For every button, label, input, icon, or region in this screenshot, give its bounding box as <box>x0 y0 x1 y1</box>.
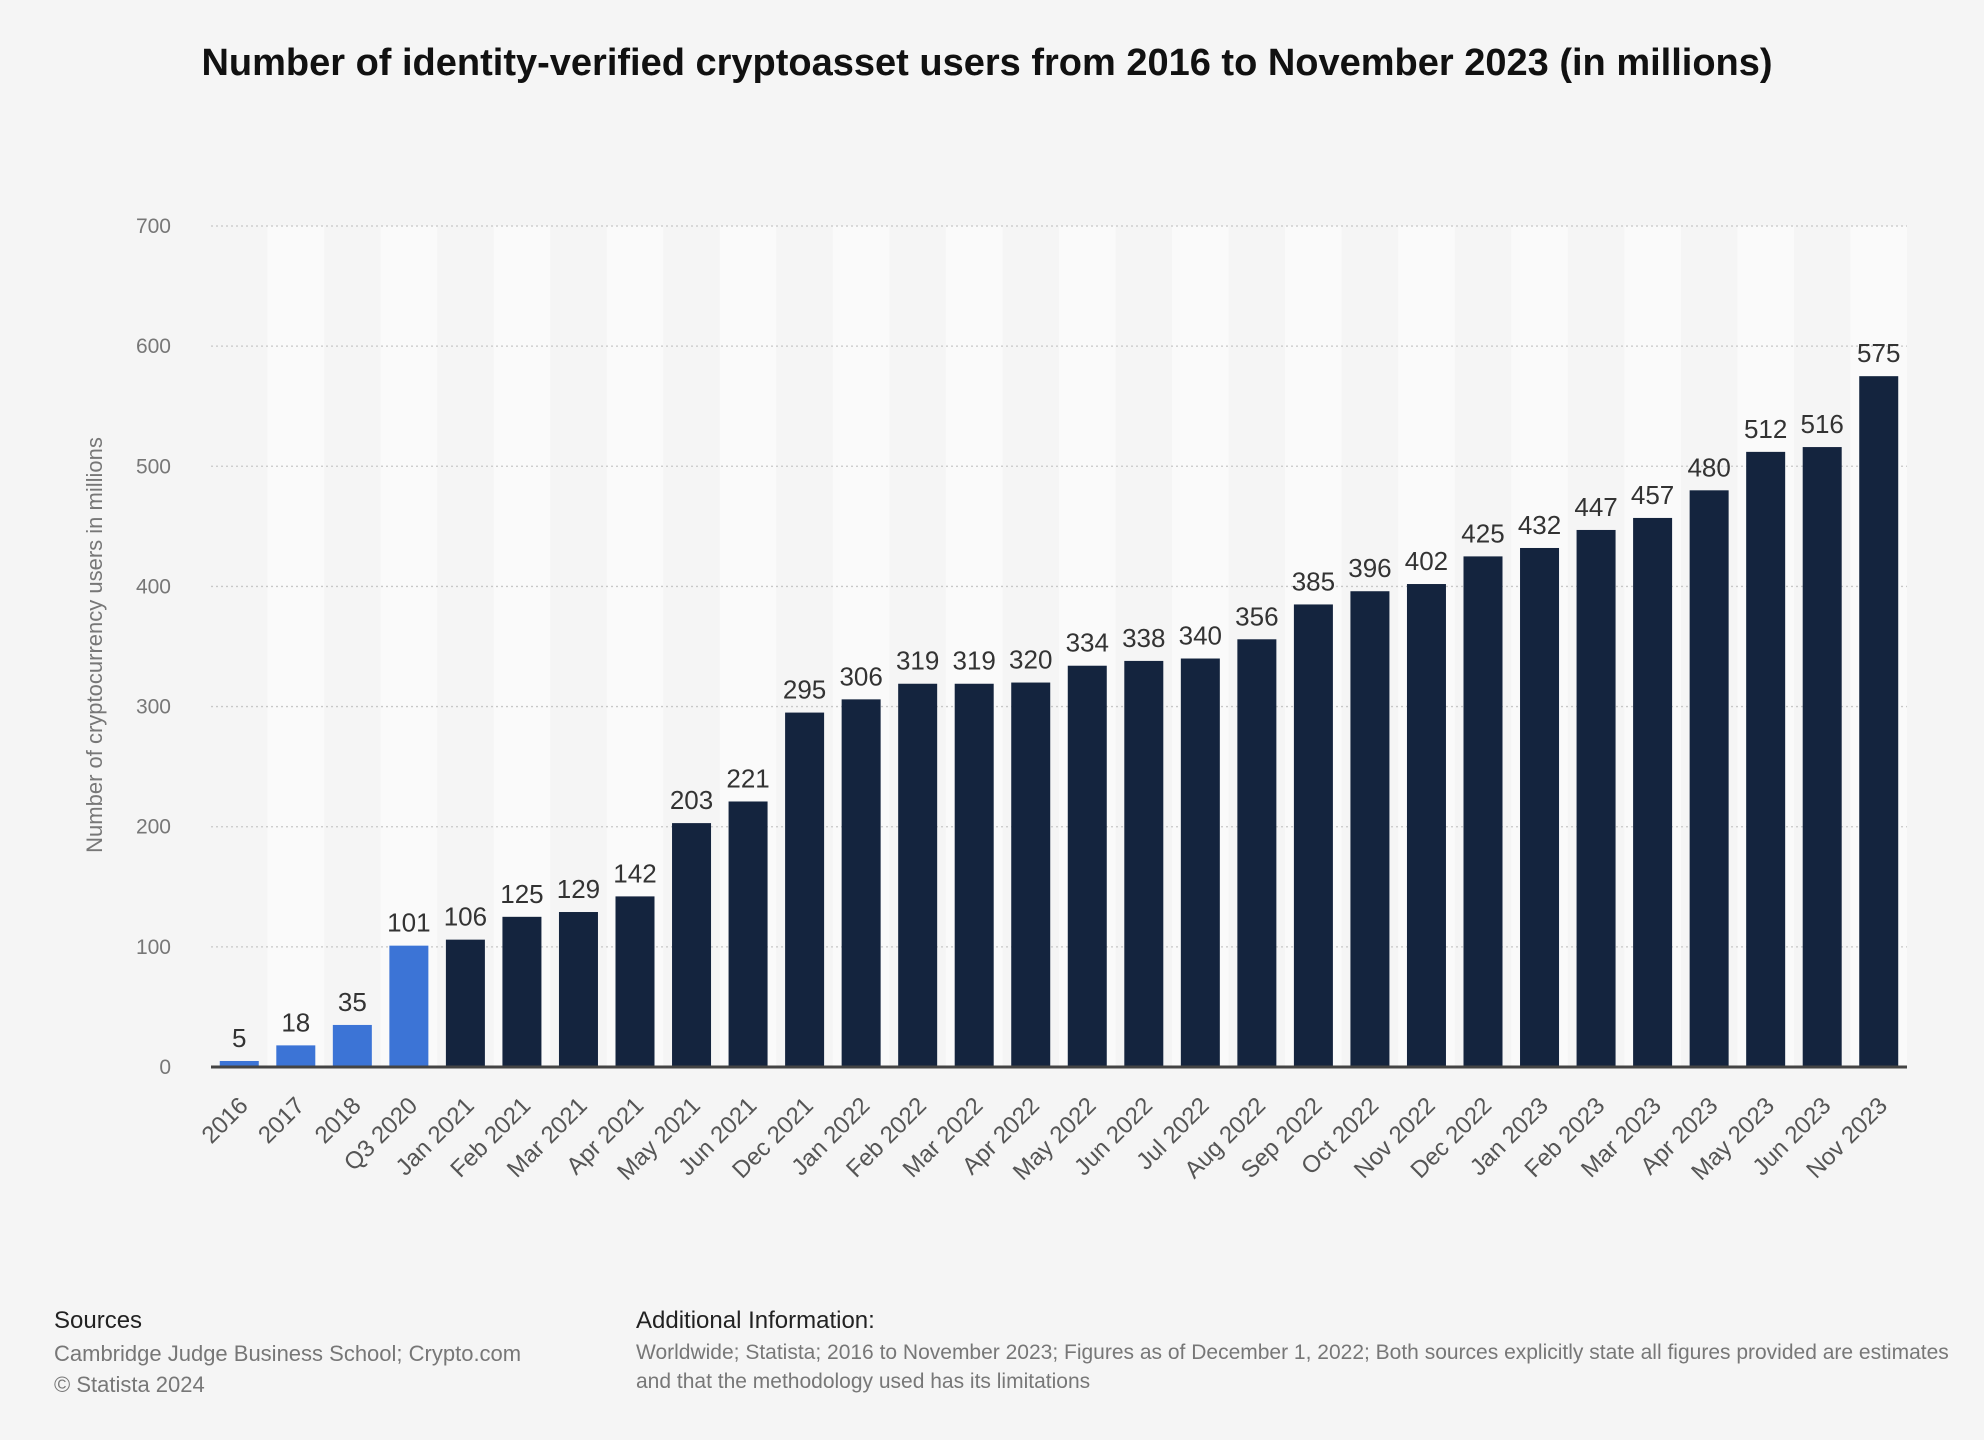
data-label: 356 <box>1235 601 1278 631</box>
data-label: 334 <box>1066 628 1109 658</box>
data-label: 480 <box>1687 452 1730 482</box>
bar <box>1406 584 1446 1067</box>
bar <box>728 801 768 1067</box>
bar <box>1746 451 1786 1068</box>
data-label: 125 <box>500 879 543 909</box>
data-label: 5 <box>232 1023 246 1053</box>
bar <box>502 916 542 1067</box>
bar <box>615 896 655 1067</box>
column-band <box>380 226 438 1067</box>
data-label: 18 <box>281 1007 310 1037</box>
y-tick-label: 600 <box>136 335 171 358</box>
data-label: 101 <box>387 908 430 938</box>
y-tick-label: 100 <box>136 936 171 959</box>
sources-line: Cambridge Judge Business School; Crypto.… <box>54 1341 522 1366</box>
data-label: 129 <box>557 874 600 904</box>
info-heading: Additional Information: <box>636 1307 875 1334</box>
data-label: 295 <box>783 675 826 705</box>
x-tick-label: 2017 <box>253 1092 310 1149</box>
bar <box>1859 376 1899 1067</box>
bar <box>1350 591 1390 1067</box>
bar <box>954 683 994 1067</box>
data-label: 396 <box>1348 553 1391 583</box>
data-label: 106 <box>444 902 487 932</box>
data-label: 319 <box>953 646 996 676</box>
info-line: methodology used has its limitations <box>752 1370 1091 1393</box>
y-tick-label: 700 <box>136 215 171 238</box>
sources-heading: Sources <box>54 1307 143 1334</box>
y-tick-label: 200 <box>136 816 171 839</box>
bar <box>1633 517 1673 1067</box>
y-tick-label: 400 <box>136 575 171 598</box>
bar <box>1237 639 1277 1067</box>
bar <box>1802 447 1842 1067</box>
copyright-line: © Statista 2024 <box>54 1372 205 1397</box>
y-tick-label: 300 <box>136 696 171 719</box>
data-label: 425 <box>1461 518 1504 548</box>
bar <box>841 699 881 1067</box>
bar <box>1576 529 1616 1067</box>
data-label: 402 <box>1405 546 1448 576</box>
bar <box>1689 490 1729 1067</box>
data-label: 575 <box>1857 338 1900 368</box>
bar <box>1293 604 1333 1067</box>
data-label: 340 <box>1179 621 1222 651</box>
data-label: 338 <box>1122 623 1165 653</box>
bar <box>558 912 598 1067</box>
bar <box>672 823 712 1067</box>
bar <box>898 683 938 1067</box>
bar <box>1067 665 1107 1067</box>
data-label: 447 <box>1574 492 1617 522</box>
bar <box>332 1024 372 1067</box>
x-tick-label: 2016 <box>197 1092 254 1149</box>
data-label: 457 <box>1631 480 1674 510</box>
data-label: 320 <box>1009 645 1052 675</box>
data-label: 516 <box>1801 409 1844 439</box>
chart-title: Number of identity-verified cryptoasset … <box>201 42 1773 84</box>
data-label: 319 <box>896 646 939 676</box>
data-label: 385 <box>1292 566 1335 596</box>
info-text: Worldwide; Statista; 2016 to November 20… <box>636 1338 1956 1396</box>
bar <box>1180 658 1220 1067</box>
data-label: 142 <box>613 858 656 888</box>
column-band <box>267 226 325 1067</box>
bar <box>1124 660 1164 1067</box>
bar <box>1011 682 1051 1067</box>
bar <box>219 1060 259 1067</box>
y-axis-label: Number of cryptocurrency users in millio… <box>82 437 107 853</box>
data-label: 203 <box>670 785 713 815</box>
data-label: 306 <box>839 661 882 691</box>
bar <box>389 945 429 1067</box>
y-tick-label: 0 <box>159 1056 171 1079</box>
data-label: 221 <box>726 763 769 793</box>
data-label: 35 <box>338 987 367 1017</box>
info-line: Worldwide; Statista; 2016 to November 20… <box>636 1341 1949 1393</box>
bar <box>276 1045 316 1067</box>
data-label: 432 <box>1518 510 1561 540</box>
bar <box>1520 547 1560 1067</box>
y-tick-label: 500 <box>136 455 171 478</box>
data-label: 512 <box>1744 414 1787 444</box>
bar <box>785 712 825 1067</box>
bar <box>445 939 485 1067</box>
bar <box>1463 556 1503 1067</box>
